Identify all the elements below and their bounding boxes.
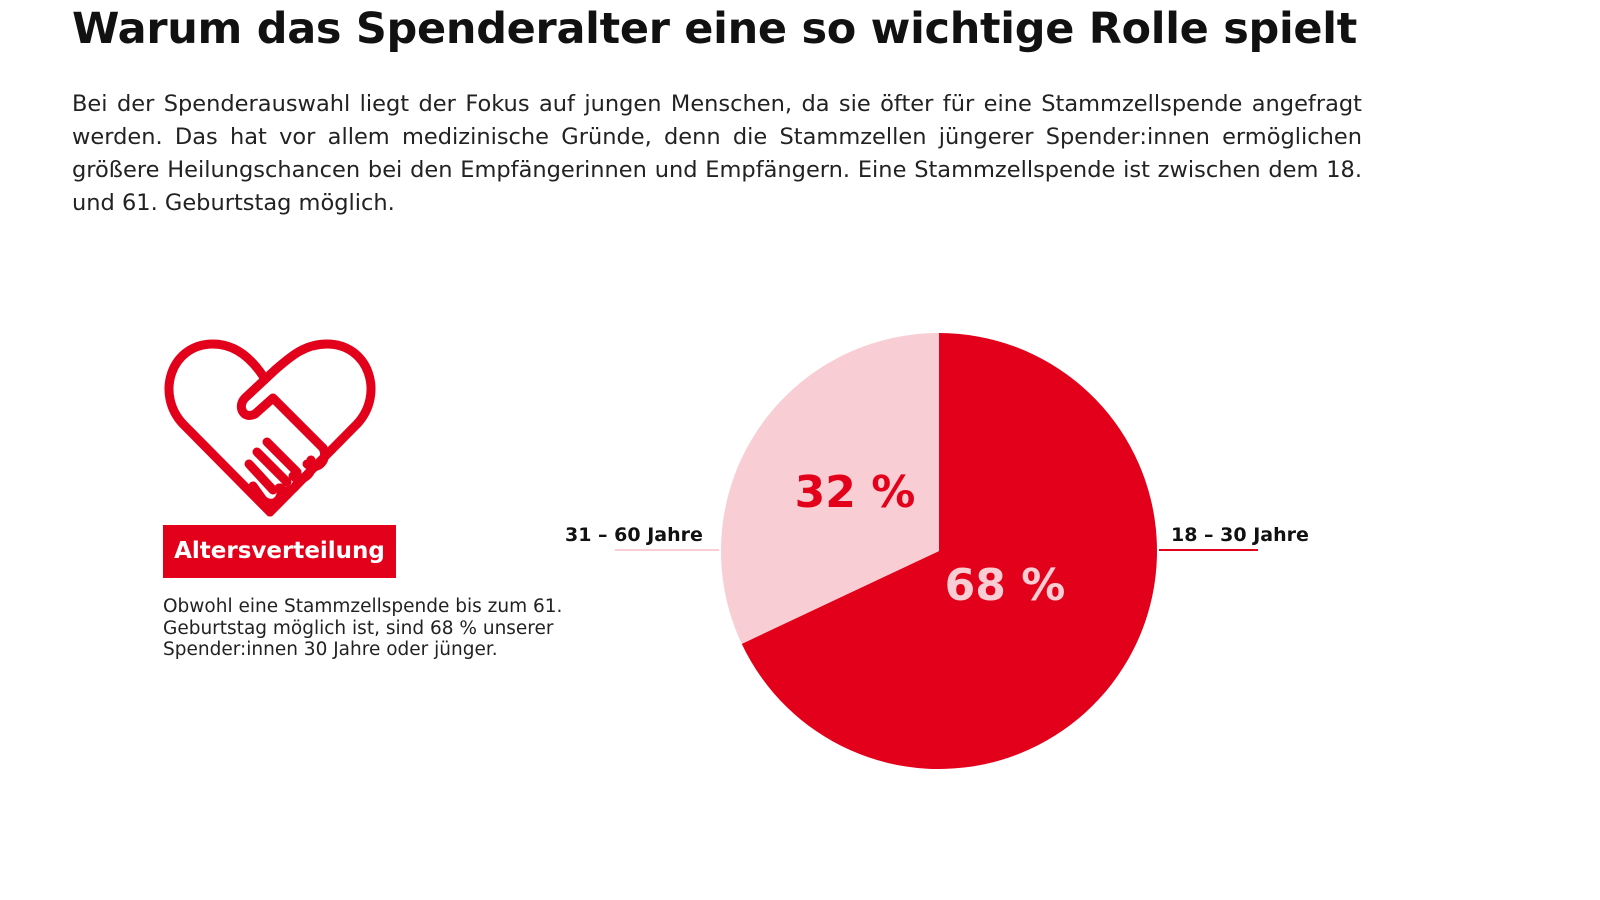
intro-paragraph: Bei der Spenderauswahl liegt der Fokus a… bbox=[72, 91, 1362, 216]
category-label-31-60: 31 – 60 Jahre bbox=[565, 524, 703, 546]
page-title: Warum das Spenderalter eine so wichtige … bbox=[72, 4, 1357, 54]
slice-label-32: 32 % bbox=[795, 467, 916, 518]
pie-slice-32 bbox=[720, 333, 939, 644]
pie-slice-68 bbox=[741, 333, 1157, 769]
note-text: Obwohl eine Stammzellspende bis zum 61. … bbox=[163, 596, 563, 660]
slice-label-68: 68 % bbox=[945, 560, 1066, 611]
heart-handshake-icon bbox=[164, 339, 376, 517]
category-label-18-30: 18 – 30 Jahre bbox=[1171, 524, 1309, 546]
altersverteilung-badge: Altersverteilung bbox=[163, 525, 396, 578]
